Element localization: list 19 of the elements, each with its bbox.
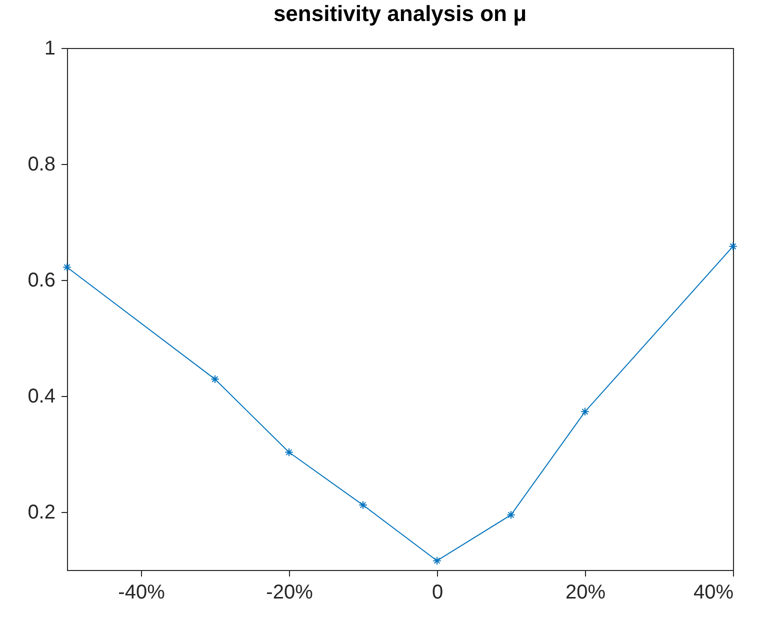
chart-title: sensitivity analysis on μ [273,1,527,26]
x-tick-label: -40% [118,582,166,604]
point [580,407,590,416]
point [432,556,442,566]
y-tick-label: 0.4 [28,386,56,408]
point [506,510,516,520]
x-tick-label: 40% [693,582,734,604]
x-tick-label: 0 [432,582,444,604]
point [728,242,738,251]
point [284,448,294,457]
point [358,500,368,510]
point [62,262,72,272]
y-tick-label: 0.2 [28,502,56,524]
y-tick-label: 0.8 [28,154,56,176]
x-tick-label: 20% [565,582,606,604]
point [210,374,220,384]
y-tick-label: 0.6 [28,270,56,292]
y-tick-label: 1 [44,38,56,60]
x-tick-label: -20% [266,582,314,604]
